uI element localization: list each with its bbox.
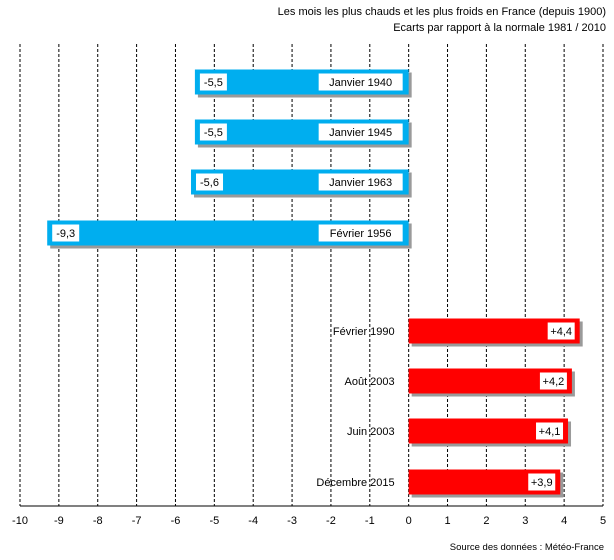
chart-title: Les mois les plus chauds et les plus fro…: [277, 6, 606, 18]
x-tick-label: 5: [600, 515, 606, 527]
value-label-box: [199, 73, 227, 91]
value-label-box: [528, 473, 556, 491]
data-label: +4,1: [539, 426, 561, 438]
x-tick-label: -2: [326, 515, 336, 527]
x-tick-label: -3: [287, 515, 297, 527]
x-tick-label: 4: [561, 515, 567, 527]
x-tick-label: 3: [522, 515, 528, 527]
category-label: Janvier 1963: [329, 177, 392, 189]
data-label: -5,5: [204, 127, 223, 139]
value-label-box: [52, 224, 80, 242]
x-tick-label: -5: [209, 515, 219, 527]
value-label-box: [547, 322, 575, 340]
category-label: Décembre 2015: [316, 477, 394, 489]
x-tick-label: 2: [483, 515, 489, 527]
category-label: Janvier 1945: [329, 127, 392, 139]
value-label-box: [536, 422, 564, 440]
category-label-box: [318, 73, 403, 91]
data-label: +3,9: [531, 477, 553, 489]
category-label-box: [318, 224, 403, 242]
category-label: Janvier 1940: [329, 77, 392, 89]
x-tick-label: -10: [12, 515, 28, 527]
chart-subtitle: Ecarts par rapport à la normale 1981 / 2…: [393, 22, 606, 34]
x-tick-label: -1: [365, 515, 375, 527]
data-label: +4,4: [550, 326, 572, 338]
value-label-box: [196, 173, 224, 191]
x-tick-label: 0: [406, 515, 412, 527]
category-label: Août 2003: [345, 376, 395, 388]
x-tick-label: -4: [248, 515, 258, 527]
x-tick-label: -9: [54, 515, 64, 527]
category-label: Février 1956: [330, 228, 392, 240]
value-label-box: [539, 372, 567, 390]
data-label: -9,3: [56, 228, 75, 240]
category-label-box: [318, 123, 403, 141]
x-tick-label: -8: [93, 515, 103, 527]
x-tick-label: 1: [444, 515, 450, 527]
x-tick-label: -7: [132, 515, 142, 527]
data-label: +4,2: [543, 376, 565, 388]
category-label: Février 1990: [333, 326, 395, 338]
category-label: Juin 2003: [347, 426, 395, 438]
x-tick-label: -6: [171, 515, 181, 527]
category-label-box: [318, 173, 403, 191]
value-label-box: [199, 123, 227, 141]
source-note: Source des données : Météo-France: [449, 542, 604, 553]
data-label: -5,5: [204, 77, 223, 89]
data-label: -5,6: [200, 177, 219, 189]
